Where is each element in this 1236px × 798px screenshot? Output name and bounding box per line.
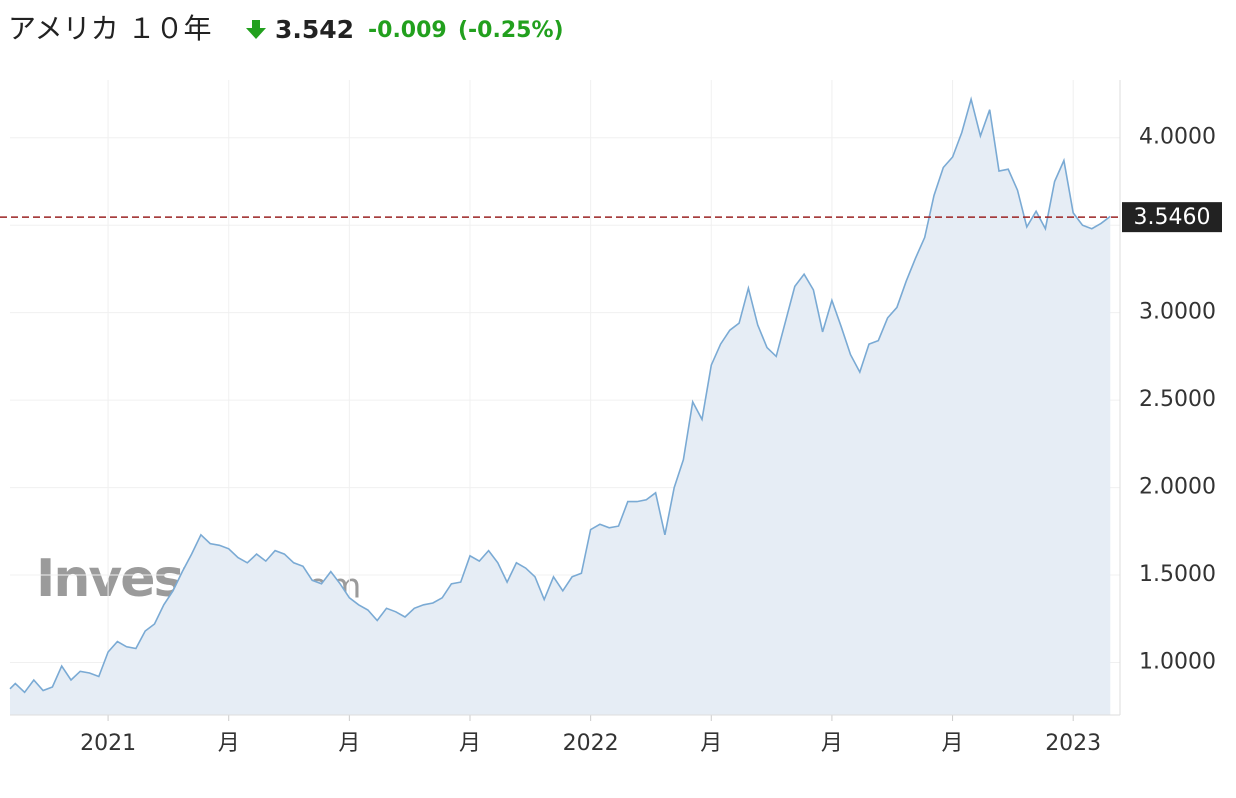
- area: [10, 99, 1111, 715]
- change: -0.009: [368, 18, 447, 43]
- x-tick-label: 2021: [80, 731, 136, 756]
- x-tick-label: 月: [821, 731, 843, 756]
- y-tick-label: 1.5000: [1139, 562, 1216, 587]
- y-tick-label: 2.5000: [1139, 387, 1216, 412]
- price: 3.542: [275, 15, 354, 44]
- x-tick-label: 月: [459, 731, 481, 756]
- y-tick-label: 2.0000: [1139, 475, 1216, 500]
- x-tick-label: 月: [700, 731, 722, 756]
- chart-title: アメリカ １０年: [8, 12, 212, 45]
- price-label: 3.5460: [1134, 205, 1211, 230]
- y-tick-label: 3.0000: [1139, 300, 1216, 325]
- x-tick-label: 2022: [563, 731, 619, 756]
- down-arrow-icon: [246, 20, 266, 39]
- x-tick-label: 月: [942, 731, 964, 756]
- line: [9, 96, 1111, 694]
- y-tick-label: 4.0000: [1139, 125, 1216, 150]
- x-tick-label: 月: [218, 731, 240, 756]
- x-tick-label: 月: [338, 731, 360, 756]
- price-label-box: [1122, 202, 1222, 233]
- y-tick-label: 1.0000: [1139, 650, 1216, 675]
- change-percent: (-0.25%): [458, 18, 564, 43]
- header: アメリカ １０年 3.542 -0.009 (-0.25%): [8, 12, 564, 45]
- x-tick-label: 2023: [1045, 731, 1101, 756]
